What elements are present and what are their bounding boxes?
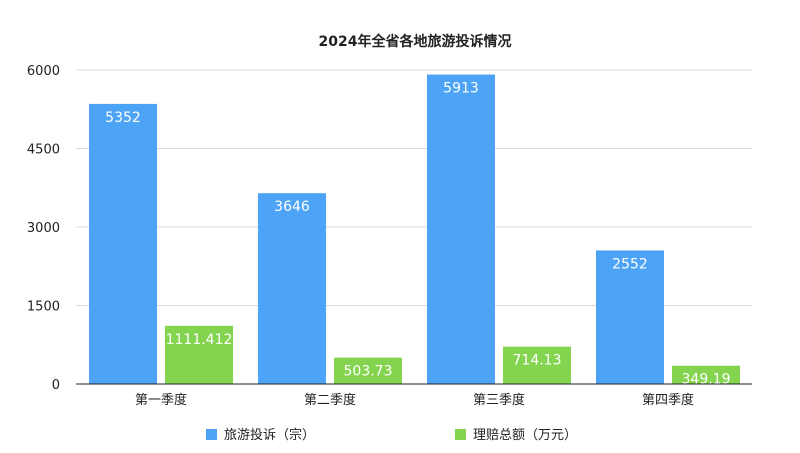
y-tick-label: 4500 [27, 143, 60, 158]
y-tick-label: 0 [52, 378, 60, 393]
bar-value-label: 2552 [612, 256, 648, 272]
y-tick-label: 6000 [27, 64, 60, 79]
bar [258, 193, 326, 384]
legend-swatch [206, 429, 217, 440]
bar-value-label: 503.73 [344, 364, 393, 380]
bar-value-label: 1111.412 [166, 332, 233, 348]
y-tick-label: 3000 [27, 221, 60, 236]
bar-value-label: 349.19 [682, 372, 731, 388]
bar [596, 250, 664, 384]
bar-value-label: 3646 [274, 199, 310, 215]
chart-title: 2024年全省各地旅游投诉情况 [319, 33, 512, 50]
bar [165, 325, 233, 384]
bar [89, 103, 157, 385]
x-category-label: 第三季度 [473, 392, 525, 408]
y-tick-label: 1500 [27, 300, 60, 315]
x-category-label: 第一季度 [135, 392, 187, 408]
bars [89, 74, 740, 385]
x-axis-categories: 第一季度 第二季度 第三季度 第四季度 [135, 392, 694, 408]
data-labels: 5352 1111.412 3646 503.73 5913 714.13 2552 349.… [105, 81, 730, 388]
bar [503, 346, 571, 384]
y-axis-ticks: 0 1500 3000 4500 6000 [27, 64, 60, 393]
bar [334, 357, 402, 384]
legend: 旅游投诉（宗） 理赔总额（万元） [206, 427, 577, 443]
bar-value-label: 5352 [105, 110, 141, 126]
bar [427, 74, 495, 384]
bar-value-label: 5913 [443, 81, 479, 97]
bar-value-label: 714.13 [513, 353, 562, 369]
legend-label: 理赔总额（万元） [473, 428, 577, 443]
legend-swatch [455, 429, 466, 440]
x-category-label: 第二季度 [304, 392, 356, 408]
legend-label: 旅游投诉（宗） [224, 427, 315, 443]
x-category-label: 第四季度 [642, 392, 694, 408]
bar [672, 365, 740, 384]
